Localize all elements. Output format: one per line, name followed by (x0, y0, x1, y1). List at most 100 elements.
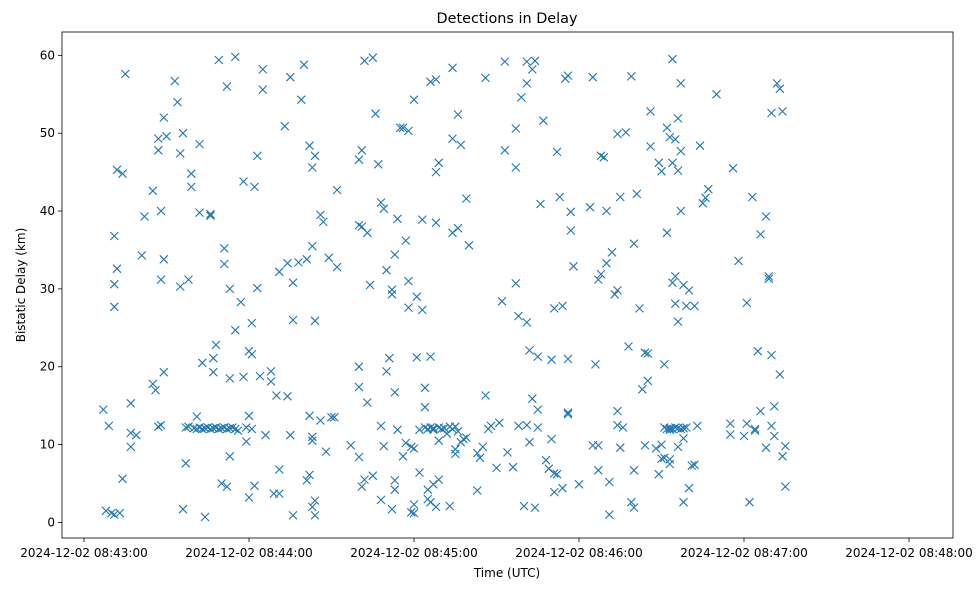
data-point-387 (712, 89, 721, 99)
data-point-42 (184, 422, 193, 432)
data-point-256 (511, 279, 521, 288)
data-point-160 (373, 159, 383, 169)
data-point-248 (492, 463, 501, 473)
data-point-51 (197, 358, 207, 368)
data-point-333 (643, 349, 653, 358)
data-point-1 (101, 506, 111, 516)
data-point-10 (115, 508, 125, 518)
data-point-210 (428, 479, 438, 489)
data-point-385 (701, 193, 710, 203)
data-point-64 (214, 424, 224, 434)
data-point-8 (112, 165, 122, 175)
data-point-93 (247, 318, 257, 328)
data-point-167 (382, 367, 391, 376)
data-point-369 (676, 206, 686, 216)
data-point-288 (558, 483, 567, 493)
data-point-237 (461, 433, 471, 442)
data-point-375 (681, 423, 691, 432)
data-point-120 (302, 254, 312, 264)
data-point-136 (318, 217, 328, 227)
data-point-11 (118, 169, 127, 179)
data-point-381 (690, 460, 699, 470)
data-point-131 (310, 151, 320, 161)
data-point-12 (118, 474, 127, 484)
data-point-161 (376, 198, 386, 207)
data-point-336 (646, 142, 655, 151)
data-point-108 (274, 465, 284, 474)
data-point-371 (679, 423, 688, 433)
data-point-197 (417, 215, 427, 224)
data-point-91 (247, 349, 257, 359)
data-point-67 (217, 479, 226, 488)
data-point-187 (406, 442, 416, 452)
data-point-356 (668, 278, 677, 288)
data-point-313 (610, 289, 620, 299)
data-point-196 (417, 305, 427, 315)
y-axis-label: Bistatic Delay (km) (14, 228, 28, 343)
x-axis: 2024-12-02 08:43:00 2024-12-02 08:44:00 20… (20, 538, 973, 560)
data-point-113 (285, 430, 295, 440)
data-point-394 (742, 298, 752, 308)
x-tick-label: 2024-12-02 08:43:00 (20, 546, 147, 560)
data-point-2 (104, 421, 114, 431)
data-point-44 (186, 182, 196, 192)
data-point-133 (310, 511, 320, 520)
data-point-141 (332, 262, 342, 272)
data-point-190 (409, 444, 419, 453)
data-point-191 (409, 508, 419, 518)
data-point-185 (404, 303, 413, 312)
data-point-239 (464, 240, 474, 250)
data-point-225 (448, 134, 457, 143)
data-point-310 (604, 477, 614, 487)
data-point-134 (316, 416, 325, 425)
x-tick-label: 2024-12-02 08:44:00 (185, 546, 312, 560)
data-point-326 (629, 465, 639, 475)
data-point-401 (756, 230, 765, 239)
data-point-48 (195, 139, 204, 149)
data-point-278 (544, 464, 554, 474)
data-point-270 (530, 56, 540, 66)
data-point-216 (434, 436, 444, 446)
data-point-83 (236, 297, 246, 307)
data-point-153 (360, 475, 369, 484)
data-point-370 (676, 424, 686, 434)
data-point-122 (305, 411, 314, 421)
data-point-71 (222, 482, 232, 491)
chart-title: Detections in Delay (437, 11, 578, 27)
data-point-162 (376, 495, 386, 505)
data-point-31 (159, 113, 169, 122)
data-point-137 (321, 447, 331, 456)
data-point-102 (266, 367, 276, 376)
data-point-103 (266, 377, 276, 386)
data-point-236 (459, 434, 468, 444)
data-point-397 (750, 424, 760, 434)
data-point-393 (742, 419, 752, 428)
data-point-178 (395, 123, 405, 133)
data-point-390 (728, 163, 738, 173)
data-point-56 (206, 424, 215, 434)
data-point-106 (274, 489, 284, 498)
data-point-359 (670, 272, 680, 281)
data-point-107 (274, 267, 284, 277)
data-point-154 (362, 228, 372, 238)
data-point-364 (673, 317, 683, 326)
y-tick-label: 0 (47, 515, 55, 529)
data-point-5 (109, 279, 119, 289)
data-point-267 (525, 437, 534, 447)
data-point-142 (332, 185, 342, 195)
data-point-241 (472, 486, 482, 495)
data-point-21 (148, 379, 158, 389)
data-point-76 (225, 284, 235, 294)
data-point-99 (258, 85, 268, 94)
data-point-334 (643, 376, 653, 386)
data-point-252 (500, 57, 510, 66)
data-point-315 (613, 286, 622, 295)
data-point-89 (244, 493, 254, 502)
data-point-18 (137, 251, 147, 260)
data-point-163 (376, 421, 386, 431)
data-point-148 (354, 452, 364, 462)
data-point-22 (151, 385, 160, 395)
data-point-221 (442, 429, 452, 439)
data-point-17 (131, 430, 141, 440)
